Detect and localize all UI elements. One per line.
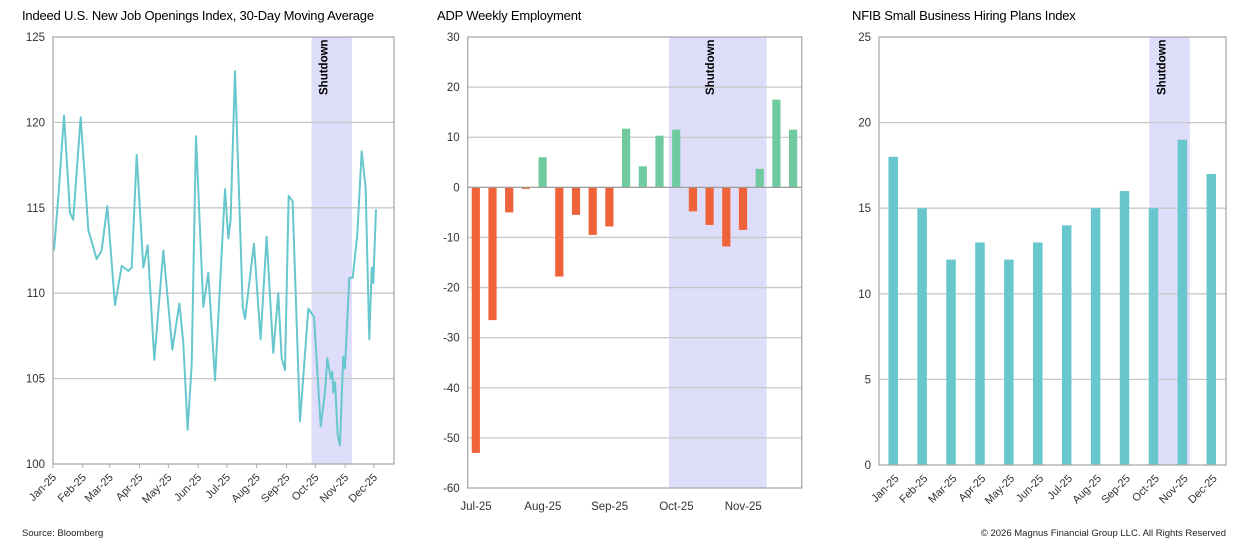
bar [471, 187, 480, 453]
y-tick-label: -60 [443, 483, 460, 495]
bar [738, 187, 748, 230]
x-tick-label: Jan-25 [869, 473, 901, 505]
y-tick-label: 0 [865, 460, 871, 472]
y-tick-label: 30 [447, 32, 460, 44]
y-tick-label: 120 [26, 117, 45, 129]
y-tick-label: 20 [858, 118, 871, 130]
bar [975, 242, 985, 465]
bar [1033, 242, 1043, 465]
bar [505, 187, 514, 213]
x-tick-label: Dec-25 [1186, 473, 1220, 507]
bar [917, 208, 927, 465]
x-tick-label: Jul-25 [460, 501, 491, 513]
x-tick-label: Nov-25 [1157, 473, 1191, 507]
y-tick-label: -50 [443, 433, 460, 445]
copyright-note: © 2026 Magnus Financial Group LLC. All R… [980, 528, 1226, 539]
y-tick-label: 10 [447, 132, 460, 144]
bar [555, 187, 564, 277]
y-tick-label: 125 [26, 32, 45, 44]
y-tick-label: 5 [865, 374, 871, 386]
bar [722, 187, 731, 247]
x-tick-label: Mar-25 [926, 473, 959, 506]
bar [488, 187, 497, 321]
y-tick-label: -10 [443, 232, 460, 244]
x-tick-label: Aug-25 [1070, 473, 1104, 507]
x-tick-label: Sep-25 [1099, 473, 1133, 507]
bar [1090, 208, 1101, 465]
shutdown-label: Shutdown [319, 39, 331, 95]
bar [638, 166, 647, 188]
y-tick-label: 100 [26, 459, 45, 471]
shutdown-shading [668, 37, 767, 488]
bar [688, 187, 697, 212]
x-tick-label: Nov-25 [725, 501, 762, 513]
y-tick-label: 105 [26, 374, 45, 386]
y-tick-label: 15 [858, 203, 871, 215]
bar [588, 187, 597, 235]
y-tick-label: 110 [27, 288, 45, 300]
shutdown-label: Shutdown [705, 39, 717, 95]
y-tick-label: 25 [858, 32, 871, 44]
y-tick-label: -20 [443, 283, 460, 295]
bar [1148, 208, 1159, 465]
bar [946, 259, 956, 465]
bar [789, 129, 798, 188]
x-tick-label: May-25 [983, 473, 1017, 507]
y-tick-label: 20 [447, 82, 460, 94]
bar [888, 156, 898, 465]
bar [705, 187, 714, 225]
shutdown-label: Shutdown [1157, 39, 1169, 95]
plot-frame [52, 36, 395, 465]
plot-frame [878, 36, 1227, 466]
chart1-title: Indeed U.S. New Job Openings Index, 30-D… [22, 8, 374, 23]
x-tick-label: Oct-25 [659, 501, 694, 513]
bar [672, 129, 681, 188]
bar [571, 187, 581, 215]
x-tick-label: Sep-25 [591, 501, 628, 513]
y-tick-label: 115 [27, 203, 45, 215]
bar [772, 99, 781, 188]
plot-frame [467, 36, 803, 489]
bar [1177, 139, 1188, 465]
bar [622, 128, 631, 188]
bar [755, 168, 764, 188]
chart2-title: ADP Weekly Employment [437, 8, 582, 23]
x-tick-label: Feb-25 [897, 473, 930, 506]
bar [605, 187, 614, 227]
bar [1119, 191, 1130, 465]
x-tick-label: Jun-25 [1014, 473, 1046, 505]
bar [521, 187, 530, 189]
x-tick-label: Oct-25 [1130, 473, 1162, 505]
source-note: Source: Bloomberg [22, 528, 104, 539]
chart3-title: NFIB Small Business Hiring Plans Index [852, 8, 1076, 23]
series-line [52, 70, 377, 447]
y-tick-label: -40 [443, 383, 460, 395]
y-tick-label: -30 [443, 333, 460, 345]
bar [655, 135, 664, 188]
y-tick-label: 10 [858, 289, 871, 301]
y-tick-label: 0 [453, 182, 459, 194]
x-tick-label: Aug-25 [524, 501, 561, 513]
bar [1004, 259, 1014, 465]
bar [538, 157, 547, 188]
bar [1061, 225, 1072, 465]
bar [1206, 173, 1217, 465]
